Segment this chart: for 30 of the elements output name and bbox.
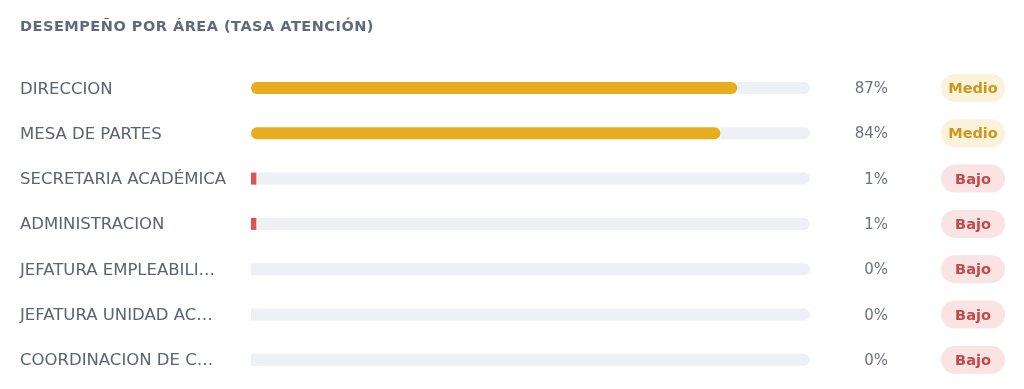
bar [720,127,810,140]
y-tick-label: JEFATURA UNIDAD AC… [19,305,213,324]
y-tick-label: DIRECCION [20,78,113,98]
bar [251,217,257,230]
text: Medio [948,80,998,96]
text: Medio [948,125,998,142]
data-label: 84% [854,124,888,143]
bar [251,127,721,140]
text: Bajo [955,306,991,323]
bar [251,82,738,94]
data-label: 0% [864,305,888,324]
bar [251,172,257,185]
bar [256,217,810,230]
y-tick-label: ADMINISTRACION [20,214,165,234]
text: Bajo [955,261,991,278]
text: Bajo [955,351,991,368]
data-label: 1% [864,169,888,188]
bar [256,172,810,185]
bar [737,82,810,94]
data-label: 0% [864,350,888,369]
data-label: 1% [864,214,888,233]
y-tick-label: SECRETARIA ACADÉMICA [20,169,227,189]
y-tick-label: JEFATURA EMPLEABILI… [19,259,216,279]
text: Bajo [955,215,991,232]
chart-title: DESEMPEÑO POR ÁREA (TASA ATENCIÓN) [20,17,374,34]
data-label: 87% [854,79,888,97]
y-tick-label: MESA DE PARTES [20,123,162,143]
text: Bajo [955,170,991,187]
data-label: 0% [864,260,888,279]
y-tick-label: COORDINACION DE C… [20,350,214,370]
